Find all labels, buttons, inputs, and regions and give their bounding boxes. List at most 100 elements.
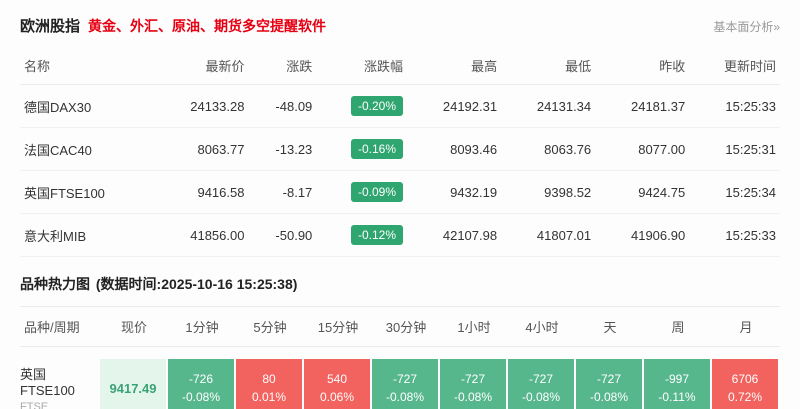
low-price: 8063.76 xyxy=(501,127,596,171)
heat-pct: -0.08% xyxy=(181,390,221,404)
col-name: 名称 xyxy=(20,47,155,85)
topbar: 欧洲股指 黄金、外汇、原油、期货多空提醒软件 基本面分析» xyxy=(0,0,800,47)
hcol-5min: 5分钟 xyxy=(253,320,287,335)
high-price: 24192.31 xyxy=(407,84,502,128)
last-price: 41856.00 xyxy=(154,213,249,257)
heat-cell-1min: -726 -0.08% xyxy=(168,359,234,409)
heatmap-header: 品种/周期 现价 1分钟 5分钟 15分钟 30分钟 1小时 4小时 天 周 月 xyxy=(20,306,780,347)
low-price: 41807.01 xyxy=(501,213,596,257)
change-pct-badge: -0.16% xyxy=(351,139,404,159)
heat-value: 80 xyxy=(262,372,276,386)
heatmap-data-time: (数据时间:2025-10-16 15:25:38) xyxy=(95,276,298,292)
col-change-pct: 涨跌幅 xyxy=(316,47,408,85)
heat-value: -727 xyxy=(528,372,554,386)
current-price-cell: 9417.49 xyxy=(100,359,166,409)
heat-pct: -0.08% xyxy=(385,390,425,404)
prev-close: 9424.75 xyxy=(595,170,690,214)
last-price: 9416.58 xyxy=(154,170,249,214)
hcol-month: 月 xyxy=(739,320,753,335)
indices-table: 名称 最新价 涨跌 涨跌幅 最高 最低 昨收 更新时间 德国DAX30 2413… xyxy=(20,47,780,257)
heat-cell-week: -997 -0.11% xyxy=(644,359,710,409)
heat-value: -726 xyxy=(188,372,214,386)
index-name[interactable]: 法国CAC40 xyxy=(20,127,155,171)
change-pct-badge: -0.09% xyxy=(351,182,404,202)
table-row[interactable]: 德国DAX30 24133.28 -48.09 -0.20% 24192.31 … xyxy=(20,84,780,128)
low-price: 24131.34 xyxy=(501,84,596,128)
heatmap-row: 英国FTSE100 FTSE 9417.49 -726 -0.08% 80 0.… xyxy=(20,359,780,409)
hcol-current-price: 现价 xyxy=(120,320,147,335)
table-row[interactable]: 法国CAC40 8063.77 -13.23 -0.16% 8093.46 80… xyxy=(20,127,780,171)
change-pct-badge: -0.12% xyxy=(351,225,404,245)
instrument-name: 英国FTSE100 xyxy=(20,366,75,398)
index-name[interactable]: 英国FTSE100 xyxy=(20,170,155,214)
heatmap-section-title: 品种热力图 (数据时间:2025-10-16 15:25:38) xyxy=(0,257,800,306)
heat-cell-day: -727 -0.08% xyxy=(576,359,642,409)
high-price: 8093.46 xyxy=(407,127,502,171)
heat-pct: 0.06% xyxy=(319,390,355,404)
indices-table-header: 名称 最新价 涨跌 涨跌幅 最高 最低 昨收 更新时间 xyxy=(20,47,780,85)
heat-cell-30min: -727 -0.08% xyxy=(372,359,438,409)
heat-pct: -0.08% xyxy=(521,390,561,404)
heat-cell-15min: 540 0.06% xyxy=(304,359,370,409)
heat-pct: -0.08% xyxy=(589,390,629,404)
hcol-day: 天 xyxy=(603,320,617,335)
heat-cell-1hour: -727 -0.08% xyxy=(440,359,506,409)
heat-pct: -0.11% xyxy=(658,390,696,404)
update-time: 15:25:34 xyxy=(689,170,780,214)
heat-value: 540 xyxy=(326,372,348,386)
change-value: -50.90 xyxy=(248,213,317,257)
page-title: 欧洲股指 xyxy=(20,18,81,35)
hcol-15min: 15分钟 xyxy=(317,320,359,335)
index-name[interactable]: 德国DAX30 xyxy=(20,84,155,128)
fundamental-analysis-link[interactable]: 基本面分析» xyxy=(713,20,780,34)
change-value: -8.17 xyxy=(248,170,317,214)
index-name[interactable]: 意大利MIB xyxy=(20,213,155,257)
heat-pct: 0.72% xyxy=(727,390,763,404)
heat-cell-4hour: -727 -0.08% xyxy=(508,359,574,409)
table-row[interactable]: 英国FTSE100 9416.58 -8.17 -0.09% 9432.19 9… xyxy=(20,170,780,214)
prev-close: 8077.00 xyxy=(595,127,690,171)
heat-cell-month: 6706 0.72% xyxy=(712,359,778,409)
table-row[interactable]: 意大利MIB 41856.00 -50.90 -0.12% 42107.98 4… xyxy=(20,213,780,257)
heat-value: -997 xyxy=(664,372,690,386)
col-last: 最新价 xyxy=(154,47,249,85)
change-pct-cell: -0.20% xyxy=(316,84,408,128)
update-time: 15:25:33 xyxy=(689,213,780,257)
col-prev-close: 昨收 xyxy=(595,47,690,85)
heat-pct: -0.08% xyxy=(453,390,493,404)
col-low: 最低 xyxy=(501,47,596,85)
change-pct-badge: -0.20% xyxy=(351,96,404,116)
hcol-symbol-period: 品种/周期 xyxy=(24,320,80,335)
change-value: -13.23 xyxy=(248,127,317,171)
hcol-1min: 1分钟 xyxy=(185,320,219,335)
change-pct-cell: -0.09% xyxy=(316,170,408,214)
instrument-cell[interactable]: 英国FTSE100 FTSE xyxy=(20,359,98,409)
heat-value: -727 xyxy=(392,372,418,386)
page-subtitle: 黄金、外汇、原油、期货多空提醒软件 xyxy=(88,18,327,34)
prev-close: 41906.90 xyxy=(595,213,690,257)
hcol-30min: 30分钟 xyxy=(385,320,427,335)
col-update-time: 更新时间 xyxy=(689,47,780,85)
heat-pct: 0.01% xyxy=(251,390,287,404)
heat-value: -727 xyxy=(596,372,622,386)
change-pct-cell: -0.16% xyxy=(316,127,408,171)
change-value: -48.09 xyxy=(248,84,317,128)
heat-value: -727 xyxy=(460,372,486,386)
heatmap-table: 品种/周期 现价 1分钟 5分钟 15分钟 30分钟 1小时 4小时 天 周 月… xyxy=(20,306,780,409)
heat-cell-5min: 80 0.01% xyxy=(236,359,302,409)
change-pct-cell: -0.12% xyxy=(316,213,408,257)
prev-close: 24181.37 xyxy=(595,84,690,128)
last-price: 24133.28 xyxy=(154,84,249,128)
heat-value: 6706 xyxy=(731,372,759,386)
hcol-week: 周 xyxy=(671,320,685,335)
update-time: 15:25:33 xyxy=(689,84,780,128)
high-price: 42107.98 xyxy=(407,213,502,257)
update-time: 15:25:31 xyxy=(689,127,780,171)
hcol-1hour: 1小时 xyxy=(457,320,491,335)
hcol-4hour: 4小时 xyxy=(525,320,559,335)
col-high: 最高 xyxy=(407,47,502,85)
heatmap-title: 品种热力图 xyxy=(20,276,90,292)
low-price: 9398.52 xyxy=(501,170,596,214)
last-price: 8063.77 xyxy=(154,127,249,171)
